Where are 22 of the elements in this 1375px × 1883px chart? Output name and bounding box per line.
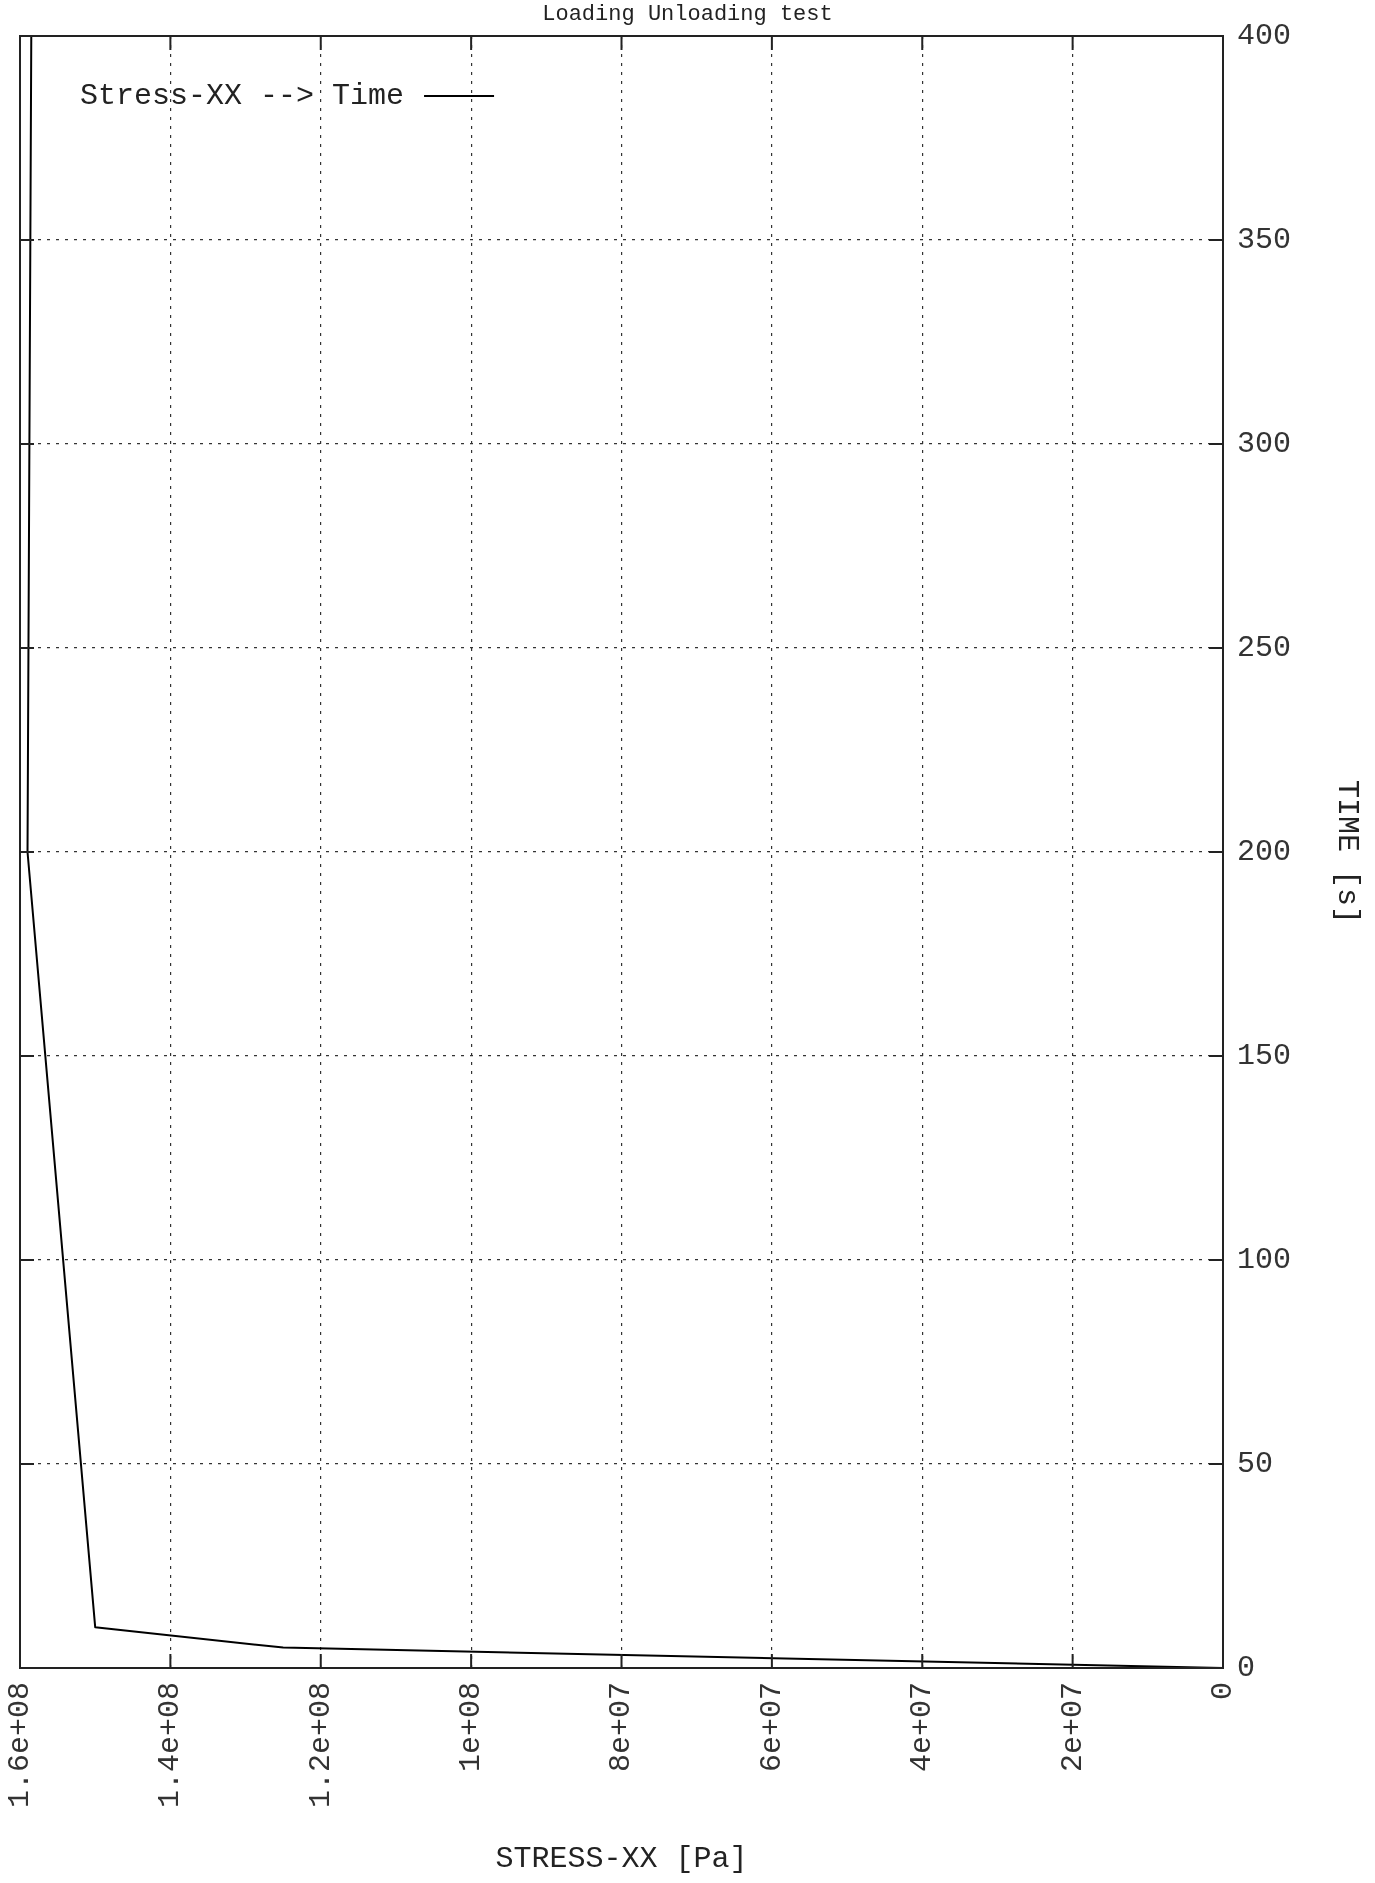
y-axis-title: TIME [s] [1330, 779, 1365, 925]
y-tick-label: 150 [1237, 1038, 1292, 1073]
y-tick-label: 200 [1237, 834, 1292, 869]
x-tick-label: 2e+07 [1055, 1682, 1090, 1773]
x-tick-label: 6e+07 [754, 1682, 789, 1773]
x-tick-label: 1e+08 [454, 1682, 489, 1773]
y-tick-label: 100 [1237, 1242, 1292, 1277]
x-tick-label: 1.6e+08 [2, 1682, 37, 1809]
legend-label: Stress-XX --> Time [79, 78, 405, 113]
chart-title: Loading Unloading test [542, 2, 833, 27]
x-axis-title: STRESS-XX [Pa] [495, 1841, 748, 1876]
y-tick-label: 300 [1237, 426, 1292, 461]
x-tick-label: 0 [1205, 1682, 1240, 1701]
x-tick-label: 1.4e+08 [153, 1682, 188, 1809]
y-tick-label: 250 [1237, 630, 1292, 665]
y-tick-label: 0 [1237, 1650, 1256, 1685]
y-tick-label: 350 [1237, 222, 1292, 257]
x-tick-label: 8e+07 [604, 1682, 639, 1773]
y-tick-label: 400 [1237, 18, 1292, 53]
x-tick-label: 4e+07 [905, 1682, 940, 1773]
x-tick-label: 1.2e+08 [303, 1682, 338, 1809]
y-tick-label: 50 [1237, 1446, 1274, 1481]
